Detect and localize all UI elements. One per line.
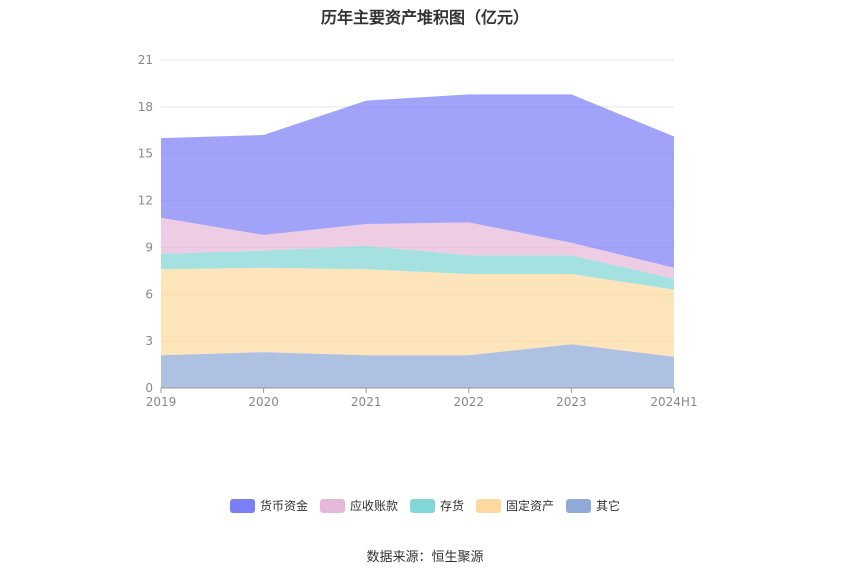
legend: 货币资金 应收账款 存货 固定资产 其它 [0,497,850,514]
legend-label: 货币资金 [259,499,308,513]
legend-item[interactable]: 存货 [409,497,464,514]
legend-item[interactable]: 固定资产 [476,497,554,514]
legend-swatch [409,498,435,513]
legend-swatch [229,498,255,513]
y-tick-label: 9 [145,240,153,254]
area-series-3[interactable] [161,217,674,279]
legend-label: 存货 [439,499,464,513]
legend-item[interactable]: 其它 [566,497,620,514]
area-series-1[interactable] [161,267,674,357]
legend-swatch [566,498,592,513]
y-tick-label: 18 [138,100,153,114]
x-tick-label: 2022 [454,395,485,409]
x-tick-label: 2021 [351,395,382,409]
area-series-0[interactable] [161,344,674,388]
chart-title: 历年主要资产堆积图（亿元） [320,8,529,27]
area-series [161,94,674,388]
y-tick-label: 12 [138,194,153,208]
x-tick-label: 2023 [556,395,587,409]
legend-label: 固定资产 [506,499,555,513]
axes: 0 3 6 9 12 15 18 21 2019 2020 2021 2022 2023 2024H1 [138,53,698,409]
legend-item[interactable]: 货币资金 [229,497,308,514]
x-tick-label: 2020 [248,395,279,409]
area-series-2[interactable] [161,245,674,290]
legend-swatch [319,498,345,513]
legend-label: 应收账款 [349,499,398,513]
x-tick-label: 2024H1 [650,395,697,409]
y-tick-label: 3 [145,334,153,348]
legend-item[interactable]: 应收账款 [319,497,398,514]
area-series-4[interactable] [161,94,674,268]
y-tick-label: 0 [145,381,153,395]
source-note: 数据来源：恒生聚源 [366,550,484,565]
y-tick-label: 15 [138,147,153,161]
y-tick-label: 21 [138,53,153,67]
legend-swatch [476,498,501,513]
legend-label: 其它 [596,499,621,513]
x-tick-label: 2019 [146,395,177,409]
y-tick-label: 6 [145,287,153,301]
